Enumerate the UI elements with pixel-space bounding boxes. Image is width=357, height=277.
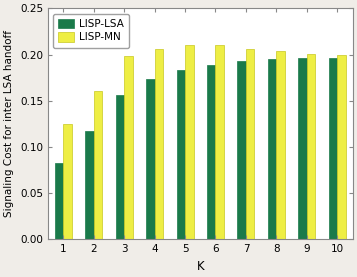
Bar xyxy=(185,45,193,239)
Bar xyxy=(116,95,124,239)
Y-axis label: Signaling Cost for inter LSA handoff: Signaling Cost for inter LSA handoff xyxy=(4,30,14,217)
Bar xyxy=(55,163,63,239)
Bar xyxy=(216,45,224,239)
Bar xyxy=(307,54,315,239)
Bar xyxy=(94,91,102,239)
Bar xyxy=(146,79,155,239)
Bar xyxy=(63,124,72,239)
Bar xyxy=(85,131,94,239)
Bar xyxy=(268,59,276,239)
Bar xyxy=(237,61,246,239)
Bar xyxy=(155,49,163,239)
Bar xyxy=(246,49,255,239)
Legend: LISP-LSA, LISP-MN: LISP-LSA, LISP-MN xyxy=(53,14,129,48)
Bar xyxy=(124,57,133,239)
Bar xyxy=(329,58,337,239)
Bar xyxy=(298,58,307,239)
Bar xyxy=(207,65,216,239)
X-axis label: K: K xyxy=(196,260,204,273)
Bar xyxy=(337,55,346,239)
Bar xyxy=(276,51,285,239)
Bar xyxy=(176,70,185,239)
